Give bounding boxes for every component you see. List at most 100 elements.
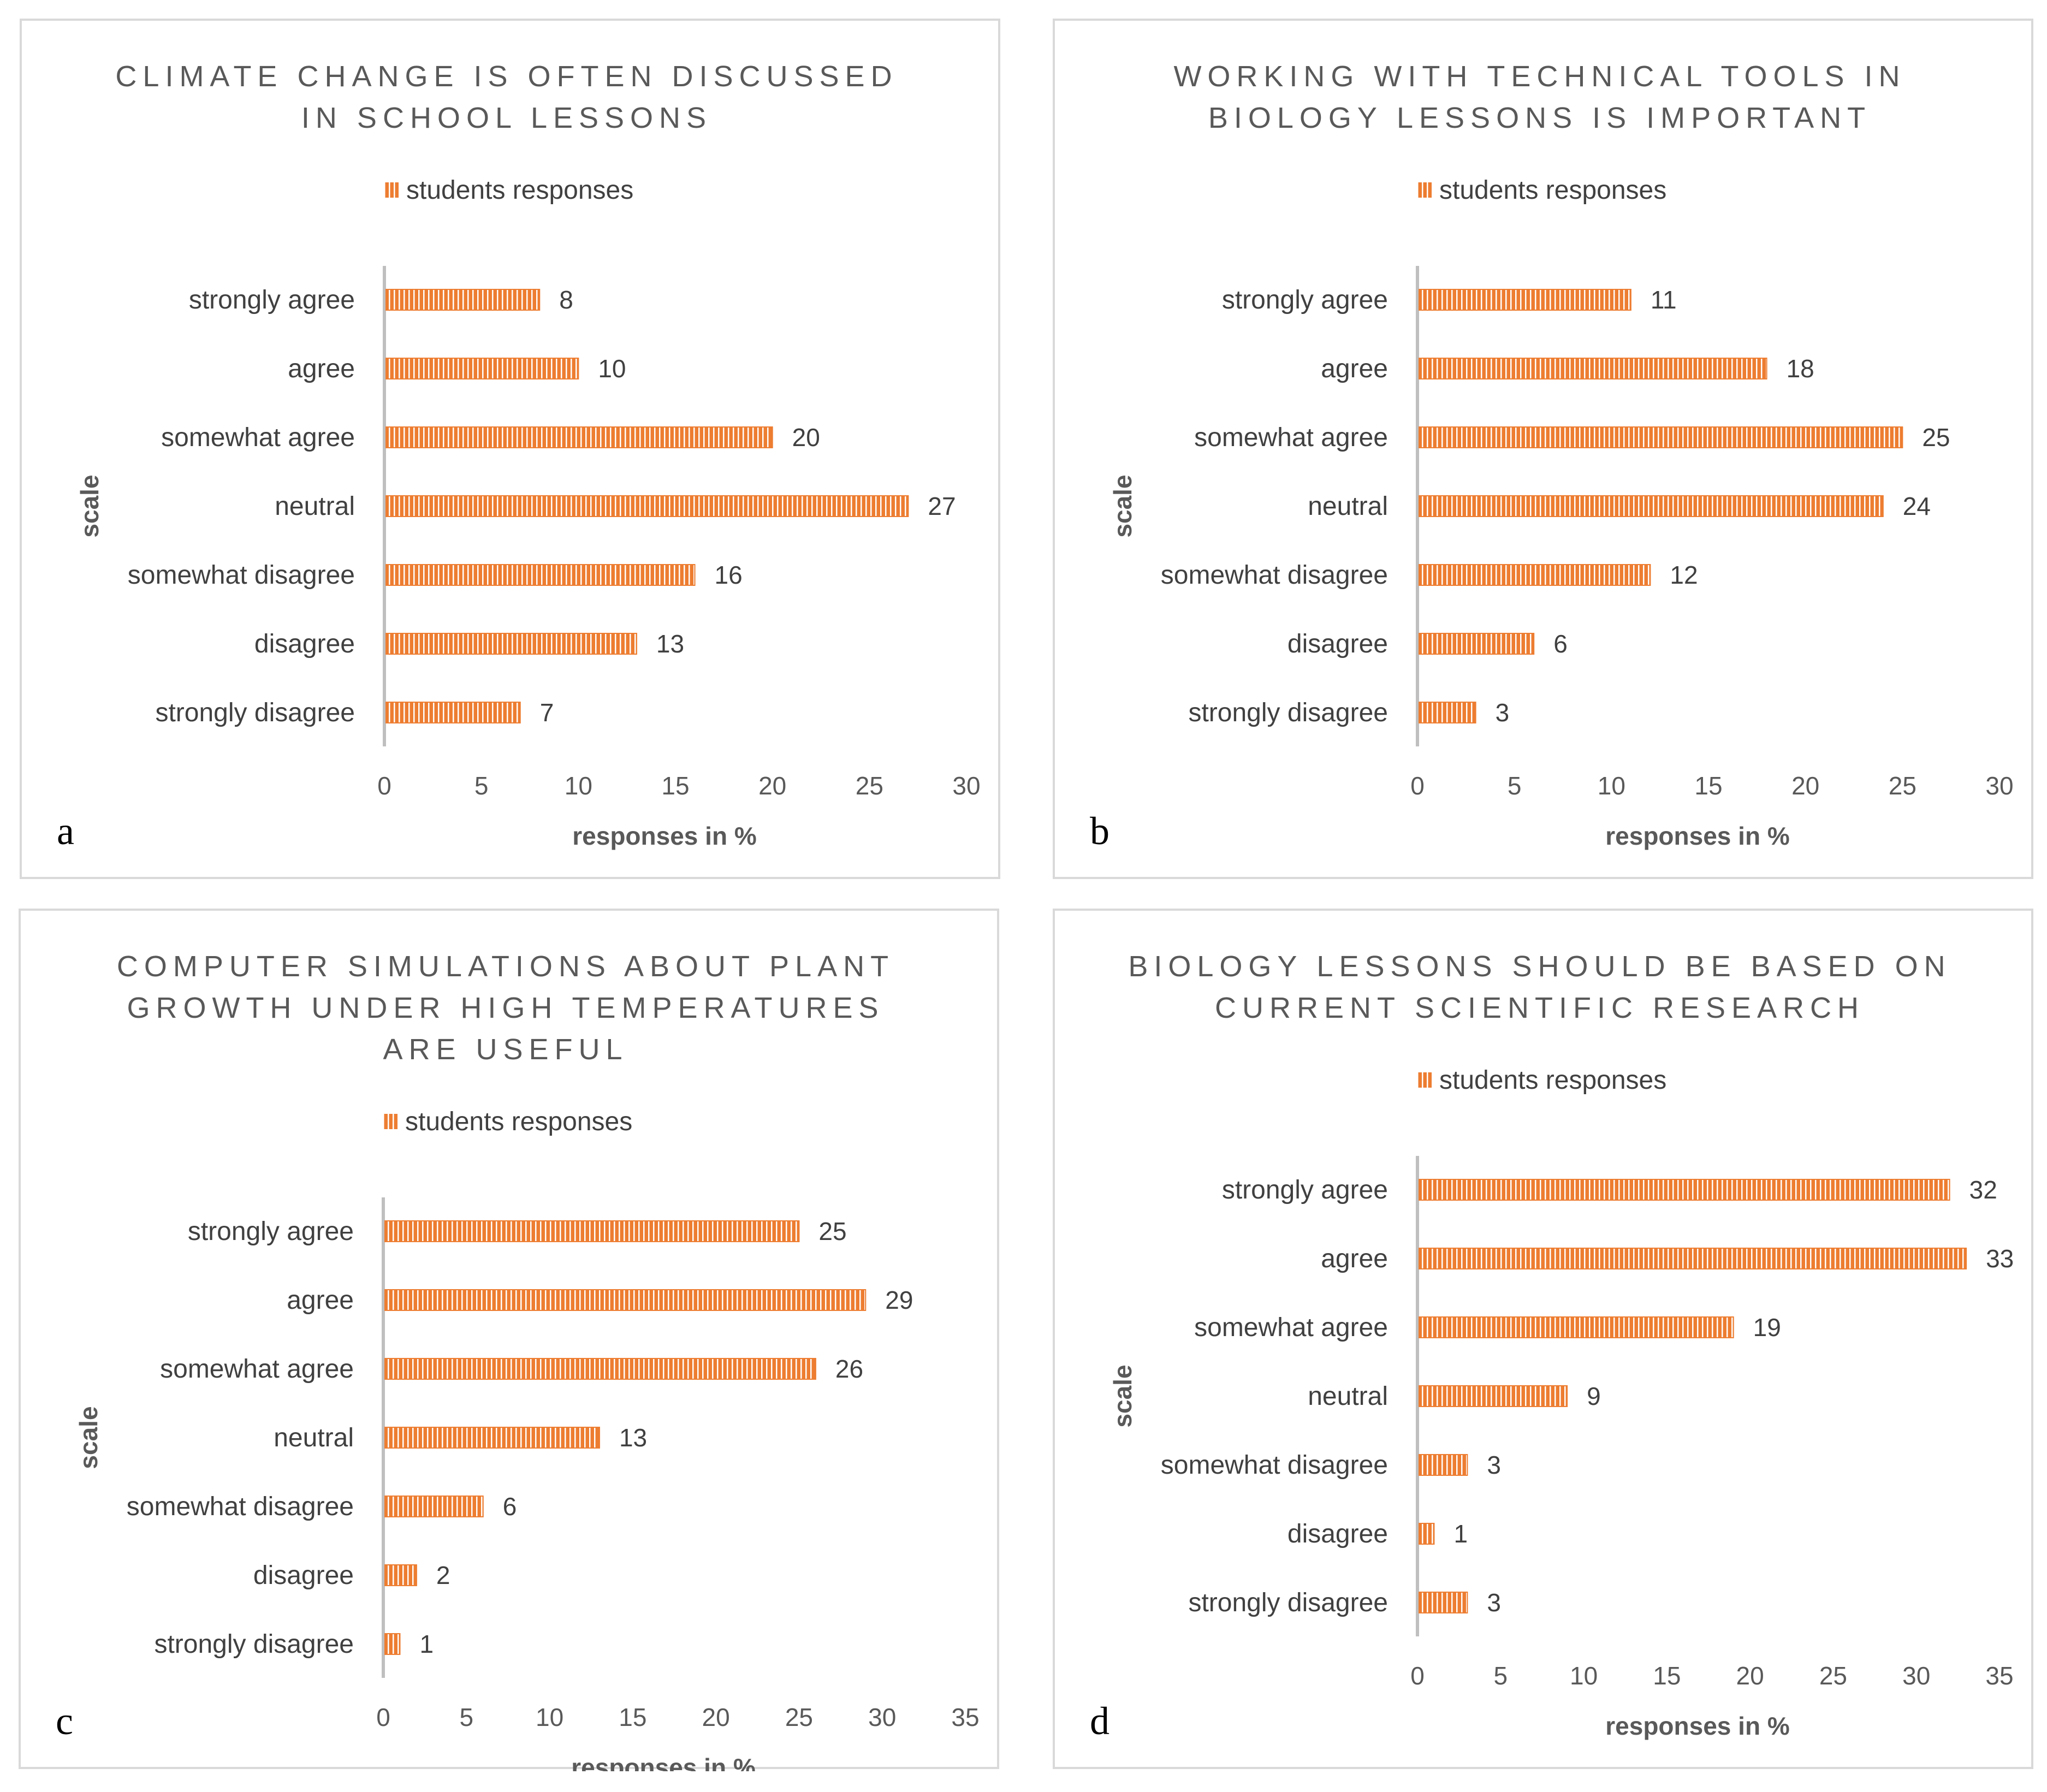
panel-letter: b bbox=[1090, 809, 1109, 853]
data-label: 13 bbox=[619, 1423, 647, 1452]
chart-panel-b: WORKING WITH TECHNICAL TOOLS IN BIOLOGY L… bbox=[1053, 19, 2033, 879]
x-tick-label: 15 bbox=[1653, 1662, 1681, 1690]
bar bbox=[1419, 289, 1631, 311]
x-tick-label: 25 bbox=[1889, 772, 1917, 800]
panel-letter: a bbox=[57, 809, 74, 853]
x-tick-label: 20 bbox=[1736, 1662, 1764, 1690]
data-label: 27 bbox=[928, 492, 956, 520]
chart-panel-d: BIOLOGY LESSONS SHOULD BE BASED ON CURREN… bbox=[1053, 909, 2033, 1769]
legend-swatch bbox=[1417, 1072, 1433, 1088]
data-label: 18 bbox=[1787, 354, 1814, 383]
x-axis-title: responses in % bbox=[1605, 822, 1789, 850]
x-tick-label: 15 bbox=[1694, 772, 1722, 800]
chart-panel-c: COMPUTER SIMULATIONS ABOUT PLANT GROWTH U… bbox=[19, 909, 999, 1771]
bar bbox=[1419, 1523, 1435, 1545]
legend-swatch bbox=[384, 182, 400, 198]
y-axis-title: scale bbox=[74, 1406, 103, 1469]
bar bbox=[385, 358, 579, 379]
category-label: strongly disagree bbox=[1188, 698, 1388, 727]
x-tick-label: 5 bbox=[474, 772, 489, 800]
x-tick-label: 5 bbox=[1493, 1662, 1508, 1690]
data-label: 12 bbox=[1670, 561, 1698, 589]
category-label: somewhat agree bbox=[1194, 423, 1388, 452]
data-label: 33 bbox=[1986, 1244, 2014, 1273]
bar bbox=[1419, 426, 1903, 448]
data-label: 1 bbox=[419, 1630, 434, 1658]
bar bbox=[385, 495, 909, 517]
chart-c: COMPUTER SIMULATIONS ABOUT PLANT GROWTH U… bbox=[56, 950, 980, 1771]
category-label: disagree bbox=[254, 630, 355, 658]
data-label: 29 bbox=[885, 1286, 913, 1314]
data-label: 6 bbox=[503, 1492, 517, 1521]
category-label: disagree bbox=[1287, 630, 1388, 658]
category-label: neutral bbox=[275, 492, 355, 521]
bar bbox=[1419, 564, 1651, 586]
y-axis-title: scale bbox=[1108, 1364, 1137, 1427]
chart-title-line: BIOLOGY LESSONS IS IMPORTANT bbox=[1208, 102, 1871, 134]
bar bbox=[1419, 1454, 1468, 1476]
category-label: somewhat agree bbox=[160, 1355, 354, 1384]
data-label: 8 bbox=[559, 286, 573, 314]
category-label: strongly disagree bbox=[1188, 1588, 1388, 1617]
chart-a: CLIMATE CHANGE IS OFTEN DISCUSSED IN SCHO… bbox=[57, 60, 981, 853]
data-label: 19 bbox=[1753, 1313, 1781, 1342]
data-label: 1 bbox=[1453, 1520, 1468, 1548]
category-label: neutral bbox=[274, 1423, 354, 1452]
chart-b: WORKING WITH TECHNICAL TOOLS IN BIOLOGY L… bbox=[1090, 60, 2014, 853]
data-label: 16 bbox=[715, 561, 743, 589]
x-axis-title: responses in % bbox=[1605, 1712, 1789, 1740]
chart-title-line: BIOLOGY LESSONS SHOULD BE BASED ON bbox=[1128, 950, 1951, 983]
category-label: somewhat disagree bbox=[128, 561, 355, 590]
category-label: disagree bbox=[253, 1561, 354, 1590]
category-label: somewhat disagree bbox=[1161, 1451, 1388, 1480]
category-label: agree bbox=[1321, 354, 1388, 383]
category-label: somewhat disagree bbox=[1161, 561, 1388, 590]
category-label: strongly disagree bbox=[155, 698, 355, 727]
x-tick-label: 5 bbox=[1508, 772, 1522, 800]
category-label: agree bbox=[288, 354, 355, 383]
bar bbox=[1419, 1248, 1967, 1269]
bar bbox=[385, 564, 696, 586]
x-tick-label: 15 bbox=[619, 1703, 646, 1731]
bar bbox=[1419, 495, 1884, 517]
y-axis-title: scale bbox=[1108, 474, 1137, 537]
x-tick-label: 0 bbox=[1410, 772, 1425, 800]
legend: students responses bbox=[383, 1107, 632, 1136]
bar bbox=[1419, 358, 1767, 379]
legend-label: students responses bbox=[405, 1107, 632, 1136]
category-label: strongly agree bbox=[188, 1217, 354, 1246]
legend-swatch bbox=[383, 1114, 399, 1129]
category-label: somewhat agree bbox=[1194, 1313, 1388, 1342]
bar bbox=[384, 1564, 417, 1586]
data-label: 10 bbox=[598, 354, 626, 383]
x-tick-label: 20 bbox=[758, 772, 786, 800]
x-tick-label: 10 bbox=[1570, 1662, 1598, 1690]
chart-title-line: GROWTH UNDER HIGH TEMPERATURES bbox=[127, 992, 884, 1024]
category-label: neutral bbox=[1308, 492, 1388, 521]
x-tick-label: 10 bbox=[1598, 772, 1625, 800]
x-tick-label: 20 bbox=[702, 1703, 730, 1731]
category-label: agree bbox=[287, 1286, 354, 1315]
data-label: 7 bbox=[540, 698, 554, 727]
bar bbox=[1419, 1385, 1568, 1407]
legend: students responses bbox=[384, 176, 633, 205]
category-label: strongly agree bbox=[1222, 1176, 1388, 1204]
chart-title-line: CLIMATE CHANGE IS OFTEN DISCUSSED bbox=[115, 60, 898, 93]
x-tick-label: 0 bbox=[1410, 1662, 1425, 1690]
bar bbox=[385, 702, 521, 723]
x-tick-label: 35 bbox=[951, 1703, 979, 1731]
x-axis-title: responses in % bbox=[572, 822, 756, 850]
data-label: 24 bbox=[1903, 492, 1931, 520]
chart-title-line: ARE USEFUL bbox=[383, 1033, 628, 1066]
bar bbox=[384, 1289, 867, 1311]
chart-title-line: CURRENT SCIENTIFIC RESEARCH bbox=[1215, 992, 1865, 1024]
chart-title-line: COMPUTER SIMULATIONS ABOUT PLANT bbox=[117, 950, 894, 983]
panel-letter: d bbox=[1090, 1699, 1109, 1743]
x-tick-label: 20 bbox=[1791, 772, 1819, 800]
x-tick-label: 25 bbox=[856, 772, 883, 800]
category-label: strongly agree bbox=[1222, 286, 1388, 315]
bar bbox=[384, 1496, 484, 1517]
data-label: 6 bbox=[1553, 630, 1568, 658]
category-label: strongly agree bbox=[189, 286, 355, 315]
data-label: 25 bbox=[818, 1217, 846, 1245]
